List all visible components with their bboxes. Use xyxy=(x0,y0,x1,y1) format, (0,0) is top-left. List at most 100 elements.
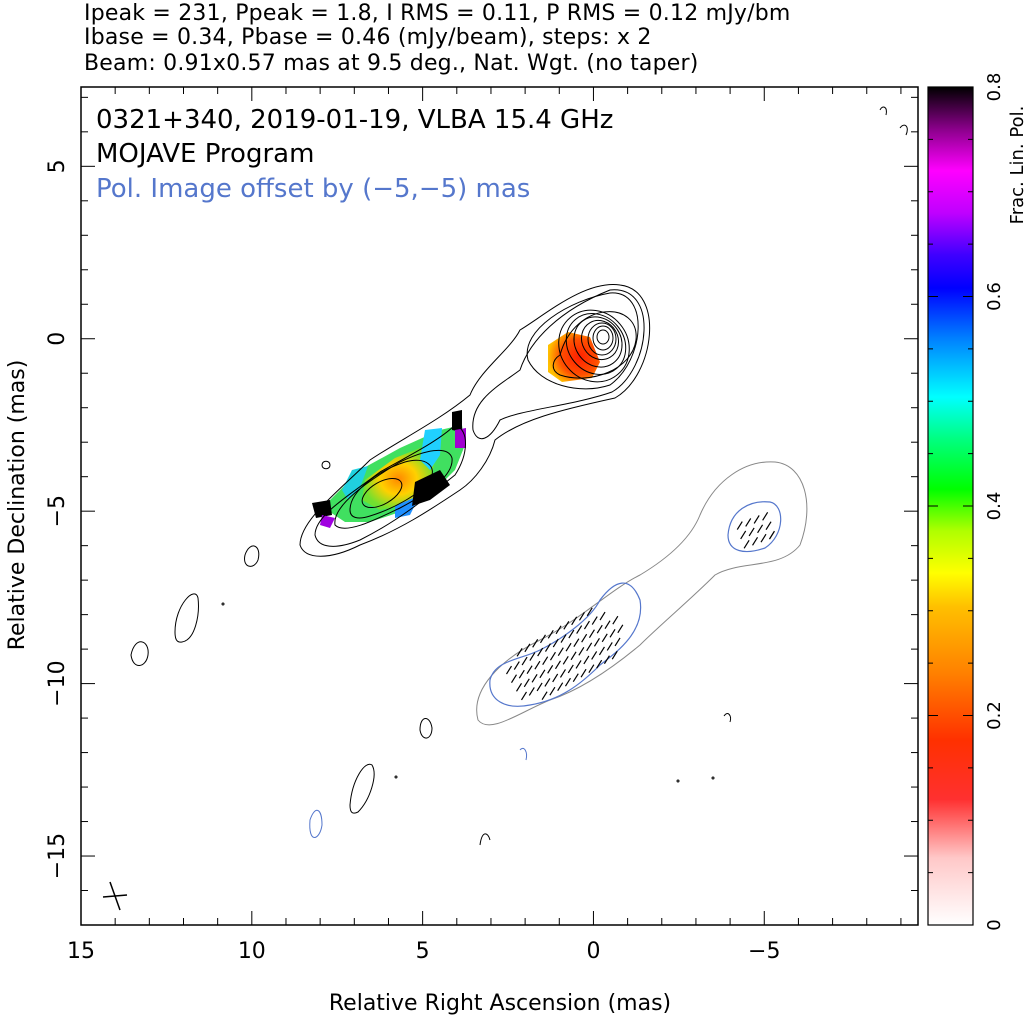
evpa-tick xyxy=(515,683,523,692)
evpa-tick xyxy=(552,638,559,648)
evpa-tick xyxy=(576,625,583,634)
evpa-tick xyxy=(601,633,608,643)
y-tick-label: 0 xyxy=(45,332,70,346)
evpa-tick xyxy=(542,656,549,665)
evpa-tick xyxy=(549,686,556,696)
core-polarization-patch xyxy=(548,332,600,382)
colorbar-tick-label: 0.6 xyxy=(984,282,1005,311)
evpa-tick xyxy=(588,629,595,638)
evpa-tick xyxy=(526,665,533,674)
offset-pol-regions xyxy=(489,501,782,707)
plot-frame xyxy=(80,86,919,926)
polarization-colormap xyxy=(312,332,600,528)
evpa-tick xyxy=(583,620,590,630)
evpa-tick xyxy=(571,616,578,626)
y-tick-label: −15 xyxy=(45,833,70,879)
evpa-tick xyxy=(539,669,546,679)
evpa-tick xyxy=(544,678,551,687)
evpa-tick xyxy=(586,642,593,652)
evpa-tick xyxy=(603,655,610,664)
evpa-tick xyxy=(544,643,551,652)
evpa-tick xyxy=(523,678,530,688)
evpa-tick xyxy=(740,530,747,540)
evpa-tick xyxy=(580,668,587,678)
evpa-tick xyxy=(765,521,772,531)
evpa-tick xyxy=(604,620,611,629)
x-tick-label: 10 xyxy=(238,939,266,964)
evpa-tick xyxy=(529,652,536,661)
knot-purple-edge xyxy=(320,515,335,528)
evpa-tick xyxy=(609,629,616,638)
evpa-tick xyxy=(537,647,544,657)
evpa-tick xyxy=(549,651,556,661)
evpa-tick xyxy=(554,660,561,670)
evpa-tick xyxy=(753,515,760,524)
evpa-tick xyxy=(534,660,541,670)
map-content xyxy=(102,106,908,911)
evpa-tick xyxy=(593,638,600,647)
evpa-tick xyxy=(547,630,554,639)
evpa-tick xyxy=(614,637,621,647)
y-tick-label: −5 xyxy=(45,495,70,527)
evpa-tick xyxy=(557,647,564,656)
evpa-tick xyxy=(578,612,585,621)
evpa-tick xyxy=(516,648,523,657)
evpa-tick xyxy=(552,673,559,683)
y-axis-ticks: 5 0 −5 −10 −15 xyxy=(45,96,918,926)
evpa-tick xyxy=(562,656,569,665)
evpa-tick xyxy=(521,656,528,666)
beam-indicator xyxy=(102,881,128,911)
x-axis-label: Relative Right Ascension (mas) xyxy=(329,991,671,1016)
evpa-tick xyxy=(583,655,590,665)
evpa-tick xyxy=(565,642,572,652)
evpa-tick xyxy=(591,616,598,625)
evpa-tick xyxy=(570,651,577,661)
colorbar-tick-label: 0.4 xyxy=(984,492,1005,521)
evpa-tick xyxy=(531,674,538,683)
intensity-contours xyxy=(130,106,908,846)
evpa-tick xyxy=(510,674,518,683)
header-line-3: Beam: 0.91x0.57 mas at 9.5 deg., Nat. Wg… xyxy=(84,51,699,76)
x-tick-label: 15 xyxy=(67,939,95,964)
y-tick-label: 5 xyxy=(45,159,70,173)
evpa-tick xyxy=(520,691,528,701)
knot-cyan-strip-2 xyxy=(420,428,442,470)
evpa-tick xyxy=(596,659,603,669)
evpa-tick xyxy=(547,665,554,674)
evpa-tick xyxy=(762,512,769,521)
evpa-tick xyxy=(617,624,624,634)
evpa-tick xyxy=(564,677,571,687)
evpa-tick xyxy=(539,634,546,644)
knot-purple-edge-2 xyxy=(455,428,466,448)
evpa-tick xyxy=(748,527,755,537)
knot-black-edge-2 xyxy=(412,470,450,506)
knot-cyan-strip xyxy=(342,466,368,500)
x-tick-label: 5 xyxy=(416,939,430,964)
evpa-tick xyxy=(768,530,775,540)
evpa-tick xyxy=(528,687,535,696)
evpa-tick xyxy=(567,664,574,674)
header-line-2: Ibase = 0.34, Pbase = 0.46 (mJy/beam), s… xyxy=(84,25,652,50)
evpa-tick xyxy=(598,646,605,656)
evpa-tick xyxy=(578,647,585,656)
colorbar-tick-label: 0.8 xyxy=(984,73,1005,102)
x-tick-label: 0 xyxy=(586,939,600,964)
evpa-tick xyxy=(591,651,598,660)
evpa-tick xyxy=(588,664,595,673)
offset-pol-contours xyxy=(309,461,808,838)
colorbar-tick-label: 0 xyxy=(984,919,1005,930)
plot-title-line-3: Pol. Image offset by (−5,−5) mas xyxy=(96,174,530,204)
evpa-tick xyxy=(572,673,579,682)
y-axis-label: Relative Declination (mas) xyxy=(5,360,30,651)
header-line-1: Ipeak = 231, Ppeak = 1.8, I RMS = 0.11, … xyxy=(84,1,791,26)
evpa-tick xyxy=(599,611,606,621)
evpa-tick xyxy=(524,643,531,653)
colorbar-tick-label: 0.2 xyxy=(984,701,1005,730)
evpa-tick xyxy=(581,633,588,643)
knot-black-edge-3 xyxy=(452,410,462,432)
evpa-tick xyxy=(760,533,767,543)
evpa-tick xyxy=(606,642,613,651)
colorbar-ticks: 0 0.2 0.4 0.6 0.8 xyxy=(928,73,1005,931)
evpa-tick xyxy=(555,625,562,635)
